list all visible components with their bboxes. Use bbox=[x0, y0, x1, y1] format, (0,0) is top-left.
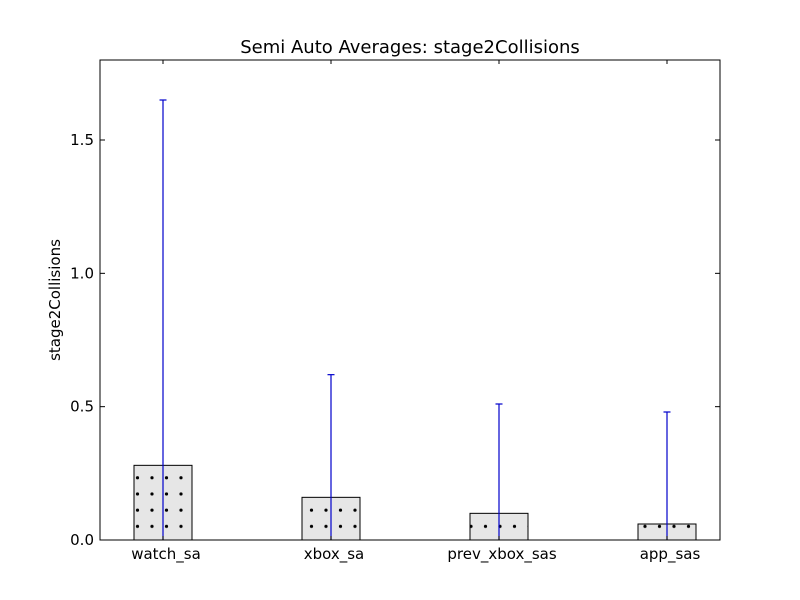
chart-title: Semi Auto Averages: stage2Collisions bbox=[240, 37, 580, 58]
axes-frame bbox=[99, 59, 721, 541]
x-tick-label: app_sas bbox=[640, 545, 701, 564]
x-tick-label: watch_sa bbox=[131, 545, 201, 564]
x-axis: watch_sa xbox_sa prev_xbox_sas app_sas bbox=[131, 545, 700, 564]
x-tick-label: prev_xbox_sas bbox=[447, 545, 556, 564]
plot-area bbox=[133, 60, 697, 541]
x-tick-label: xbox_sa bbox=[304, 545, 365, 564]
y-axis: 0.0 0.5 1.0 1.5 bbox=[70, 131, 720, 549]
y-tick-label: 0.5 bbox=[70, 398, 94, 416]
y-tick-label: 1.5 bbox=[70, 131, 94, 149]
y-axis-label: stage2Collisions bbox=[46, 239, 64, 361]
y-tick-label: 1.0 bbox=[70, 264, 94, 282]
y-tick-label: 0.0 bbox=[70, 531, 94, 549]
